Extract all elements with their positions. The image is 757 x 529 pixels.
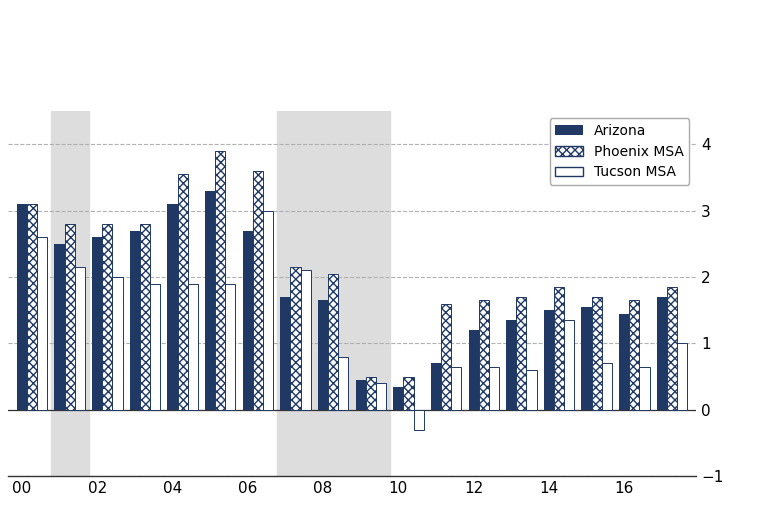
Bar [140, 224, 150, 410]
Bar [328, 273, 338, 410]
Bar [27, 204, 37, 410]
Bar [253, 171, 263, 410]
Bar [215, 151, 226, 410]
Bar [37, 237, 47, 410]
Bar [564, 320, 575, 410]
Bar [291, 267, 301, 410]
Text: Arizona Population Growth: Arizona Population Growth [220, 24, 537, 44]
Bar [112, 277, 123, 410]
Bar [393, 387, 403, 410]
Bar [413, 410, 424, 430]
Bar [376, 383, 386, 410]
Bar [451, 367, 461, 410]
Bar [554, 287, 564, 410]
Bar [667, 287, 677, 410]
Bar [167, 204, 178, 410]
Bar [657, 297, 667, 410]
Bar [441, 304, 451, 410]
Bar [178, 174, 188, 410]
Bar [403, 377, 413, 410]
Bar [356, 380, 366, 410]
Bar [17, 204, 27, 410]
Bar [51, 111, 89, 476]
Bar [263, 211, 273, 410]
Bar [544, 310, 554, 410]
Bar [619, 314, 629, 410]
Bar [92, 237, 102, 410]
Bar [205, 191, 215, 410]
Text: estimates from the Arizona Office of Economic Opportunity: estimates from the Arizona Office of Eco… [152, 72, 605, 87]
Bar [526, 370, 537, 410]
Bar [489, 367, 499, 410]
Bar [516, 297, 526, 410]
Bar [243, 231, 253, 410]
Bar [55, 244, 64, 410]
Bar [150, 284, 160, 410]
Bar [338, 357, 348, 410]
Bar [431, 363, 441, 410]
Bar [506, 320, 516, 410]
Bar [629, 300, 640, 410]
Bar [64, 224, 75, 410]
Bar [478, 300, 489, 410]
Bar [129, 231, 140, 410]
Bar [640, 367, 650, 410]
Bar [277, 111, 390, 476]
Bar [301, 270, 311, 410]
Bar [226, 284, 235, 410]
Bar [469, 330, 478, 410]
Bar [75, 267, 85, 410]
Bar [602, 363, 612, 410]
Bar [677, 343, 687, 410]
Bar [102, 224, 112, 410]
Bar [280, 297, 291, 410]
Bar [592, 297, 602, 410]
Bar [366, 377, 376, 410]
Bar [581, 307, 592, 410]
Bar [188, 284, 198, 410]
Bar [318, 300, 328, 410]
Legend: Arizona, Phoenix MSA, Tucson MSA: Arizona, Phoenix MSA, Tucson MSA [550, 118, 690, 185]
